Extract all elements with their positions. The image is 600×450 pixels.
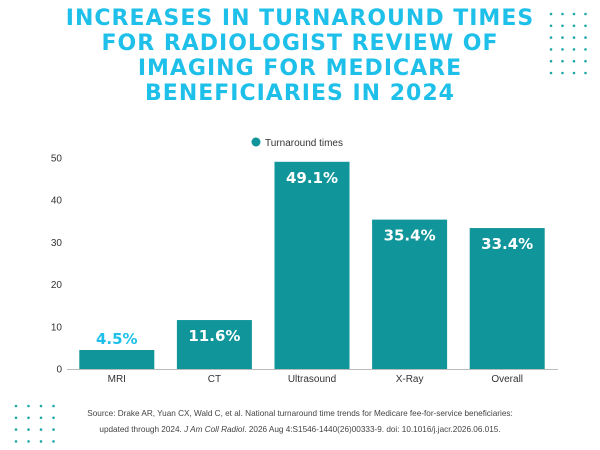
decorative-dot [549,48,553,51]
decorative-dot [584,59,587,63]
source-prefix: updated through 2024. [99,425,185,434]
bar-ct [176,320,252,369]
bar-chart: Turnaround times 0 10 20 30 40 50 4.5% 11.6% 49… [51,137,558,385]
title-line: FOR RADIOLOGIST REVIEW OF [101,31,499,56]
y-tick-label: 50 [51,154,63,165]
decorative-dot [561,24,564,28]
decorative-dots-top-right [549,12,587,75]
x-axis: MRI CT Ultrasound X-Ray Overall [108,374,523,385]
x-tick-label: Overall [491,374,523,385]
decorative-dot [584,12,587,16]
decorative-dot [39,416,43,420]
x-tick-label: X-Ray [396,374,424,385]
source-citation: Source: Drake AR, Yuan CX, Wald C, et al… [0,406,600,438]
y-tick-label: 0 [56,365,62,376]
decorative-dot [27,404,30,408]
decorative-dot [39,428,43,431]
decorative-dot [561,48,564,51]
decorative-dot [549,71,553,75]
y-tick-label: 10 [51,322,63,333]
decorative-dot [561,71,564,75]
bar-overall [469,228,545,369]
title-line: IMAGING FOR MEDICARE [137,56,463,81]
decorative-dot [572,36,576,39]
decorative-dot [52,440,55,443]
data-label: 33.4% [481,235,533,253]
decorative-dot [572,24,576,28]
source-line-2: updated through 2024. J Am Coll Radiol. … [0,422,600,438]
decorative-dot [39,404,43,408]
decorative-dot [549,24,553,28]
decorative-dot [27,428,30,431]
decorative-dot [572,71,576,75]
decorative-dot [561,12,564,16]
decorative-dot [584,36,587,39]
x-tick-label: Ultrasound [288,374,336,385]
data-label: 4.5% [96,330,138,348]
decorative-dot [561,36,564,39]
data-labels: 4.5% 11.6% 49.1% 35.4% 33.4% [96,169,533,348]
decorative-dot [52,404,55,408]
x-tick-label: MRI [108,374,126,385]
decorative-dot [584,24,587,28]
bar-ultrasound [274,161,350,369]
decorative-dot [549,36,553,39]
data-label: 35.4% [384,227,436,245]
decorative-dot [572,12,576,16]
source-line-1: Source: Drake AR, Yuan CX, Wald C, et al… [87,409,513,418]
data-label: 11.6% [188,327,240,345]
title-line: BENEFICIARIES IN 2024 [145,81,455,106]
bar-mri [79,350,155,369]
y-axis: 0 10 20 30 40 50 [51,154,558,376]
title-line: INCREASES IN TURNAROUND TIMES [65,6,535,31]
journal-name: J Am Coll Radiol [184,425,245,434]
decorative-dots-bottom-left [14,404,55,443]
decorative-dot [14,440,18,443]
source-suffix: . 2026 Aug 4:S1546-1440(26)00333-9. doi:… [244,425,501,434]
decorative-dot [549,12,553,16]
decorative-dot [572,59,576,63]
legend-swatch [251,137,261,147]
legend-label: Turnaround times [265,138,343,149]
y-tick-label: 30 [51,238,63,249]
decorative-dot [14,416,18,420]
bars [79,161,545,369]
decorative-dot [52,428,55,431]
y-tick-label: 40 [51,196,63,207]
decorative-dot [584,71,587,75]
decorative-dot [14,428,18,431]
x-tick-label: CT [208,374,221,385]
decorative-dot [27,416,30,420]
decorative-dot [52,416,55,420]
data-label: 49.1% [286,169,338,187]
decorative-dot [14,404,18,408]
decorative-dot [572,48,576,51]
decorative-dot [549,59,553,63]
decorative-dot [39,440,43,443]
y-tick-label: 20 [51,280,63,291]
chart-legend: Turnaround times [251,137,343,149]
chart-title: INCREASES IN TURNAROUND TIMES FOR RADIOL… [0,6,600,106]
decorative-dot [27,440,30,443]
decorative-dot [584,48,587,51]
bar-x-ray [372,219,448,369]
decorative-dot [561,59,564,63]
